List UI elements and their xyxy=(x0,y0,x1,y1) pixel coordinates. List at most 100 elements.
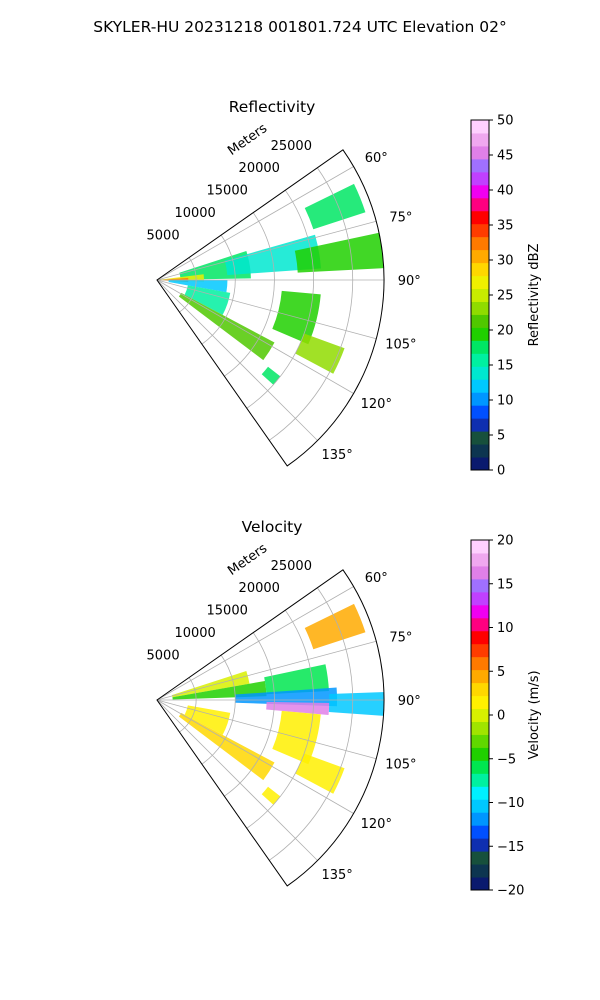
colorbar-segment xyxy=(471,340,489,354)
colorbar-segment xyxy=(471,617,489,632)
colorbar-tick-label: −15 xyxy=(497,840,524,855)
colorbar-segment xyxy=(471,812,489,826)
r-tick-label: 25000 xyxy=(271,139,312,154)
theta-tick-label: 135° xyxy=(321,868,352,883)
colorbar-segment xyxy=(471,643,489,658)
figure-suptitle: SKYLER-HU 20231218 001801.724 UTC Elevat… xyxy=(93,18,507,36)
colorbar: 0 5 10 15 20 25 30 35 40 45 50 Reflectivity dBZ xyxy=(470,114,542,479)
r-tick-label: 5000 xyxy=(147,649,180,664)
colorbar-segment xyxy=(471,132,489,147)
echo-region-8 xyxy=(178,292,275,361)
colorbar-label: Reflectivity dBZ xyxy=(527,244,542,347)
range-ring-15000 xyxy=(224,632,275,797)
colorbar: −20 −15 −10 −5 0 5 10 15 20 Velocity (m/s) xyxy=(470,534,542,899)
theta-tick-label: 60° xyxy=(365,151,388,166)
r-tick-label: 25000 xyxy=(271,559,312,574)
colorbar-segment xyxy=(471,877,489,891)
sector-frame xyxy=(156,569,385,887)
colorbar-segment xyxy=(471,591,489,606)
radial-gridline-105 xyxy=(156,699,377,760)
theta-tick-label: 90° xyxy=(398,274,421,289)
r-tick-label: 15000 xyxy=(207,184,248,199)
colorbar-segment xyxy=(471,669,489,684)
colorbar-tick-label: 15 xyxy=(497,577,514,592)
colorbar-segment xyxy=(471,773,489,787)
theta-tick-label: 105° xyxy=(385,758,416,773)
colorbar-tick-label: 10 xyxy=(497,621,514,636)
colorbar-segment xyxy=(471,760,489,774)
colorbar-segment xyxy=(471,210,489,225)
colorbar-tick-label: −10 xyxy=(497,796,524,811)
echo-region-11 xyxy=(261,366,281,385)
theta-tick-label: 90° xyxy=(398,694,421,709)
colorbar-segment xyxy=(471,353,489,367)
colorbar-label: Velocity (m/s) xyxy=(527,670,542,759)
colorbar-segment xyxy=(471,145,489,160)
colorbar-segment xyxy=(471,379,489,393)
theta-tick-label: 120° xyxy=(361,397,392,412)
radial-gridline-120 xyxy=(156,699,354,814)
colorbar-tick-label: 15 xyxy=(497,359,514,374)
panel-title: Velocity xyxy=(242,518,303,536)
colorbar-tick-label: 35 xyxy=(497,219,514,234)
colorbar-segment xyxy=(471,825,489,839)
colorbar-segment xyxy=(471,197,489,212)
colorbar-segment xyxy=(471,314,489,328)
colorbar-segment xyxy=(471,236,489,251)
radial-gridline-75 xyxy=(156,220,377,281)
echo-region-0 xyxy=(304,603,366,650)
theta-tick-label: 120° xyxy=(361,817,392,832)
colorbar-tick-label: 5 xyxy=(497,665,505,680)
colorbar-segment xyxy=(471,734,489,748)
r-axis-label: Meters xyxy=(225,121,270,159)
echo-region-10 xyxy=(295,753,345,794)
colorbar-segment xyxy=(471,682,489,697)
colorbar-segment xyxy=(471,366,489,380)
colorbar-segment xyxy=(471,223,489,238)
reflectivity-panel: Reflectivity 5000 10000 15000 20000 25000Mete… xyxy=(147,98,542,479)
r-tick-label: 10000 xyxy=(174,626,215,641)
echo-region-7 xyxy=(184,705,231,735)
colorbar-segment xyxy=(471,171,489,186)
colorbar-segment xyxy=(471,747,489,761)
r-tick-label: 20000 xyxy=(239,161,280,176)
colorbar-segment xyxy=(471,262,489,277)
echo-region-3 xyxy=(294,232,384,273)
range-ring-20000 xyxy=(246,609,314,829)
range-ring-25000 xyxy=(269,167,354,441)
echo-region-5 xyxy=(328,692,384,716)
colorbar-segment xyxy=(471,120,489,134)
colorbar-segment xyxy=(471,184,489,199)
colorbar-segment xyxy=(471,540,489,554)
colorbar-segment xyxy=(471,457,489,471)
colorbar-tick-label: 0 xyxy=(497,709,505,724)
colorbar-segment xyxy=(471,288,489,302)
radial-gridline-60 xyxy=(156,166,354,281)
colorbar-tick-label: 30 xyxy=(497,254,514,269)
colorbar-segment xyxy=(471,786,489,800)
radial-gridline-75 xyxy=(156,640,377,701)
sector-frame xyxy=(156,149,385,467)
echo-region-8 xyxy=(178,712,275,781)
radial-gridline-60 xyxy=(156,586,354,701)
echo-region-11 xyxy=(261,786,281,805)
theta-tick-label: 60° xyxy=(365,571,388,586)
theta-tick-label: 75° xyxy=(389,630,412,645)
colorbar-tick-label: 10 xyxy=(497,394,514,409)
colorbar-segment xyxy=(471,604,489,619)
colorbar-segment xyxy=(471,392,489,406)
echo-region-2 xyxy=(224,234,321,276)
colorbar-tick-label: 0 xyxy=(497,464,505,479)
echo-region-6 xyxy=(168,280,228,293)
range-ring-10000 xyxy=(201,654,236,765)
r-tick-label: 5000 xyxy=(147,229,180,244)
colorbar-segment xyxy=(471,405,489,419)
r-tick-label: 15000 xyxy=(207,604,248,619)
echo-region-7 xyxy=(184,285,231,315)
colorbar-segment xyxy=(471,275,489,290)
panel-title: Reflectivity xyxy=(229,98,316,116)
colorbar-segment xyxy=(471,565,489,580)
theta-tick-label: 105° xyxy=(385,338,416,353)
colorbar-tick-label: 5 xyxy=(497,429,505,444)
